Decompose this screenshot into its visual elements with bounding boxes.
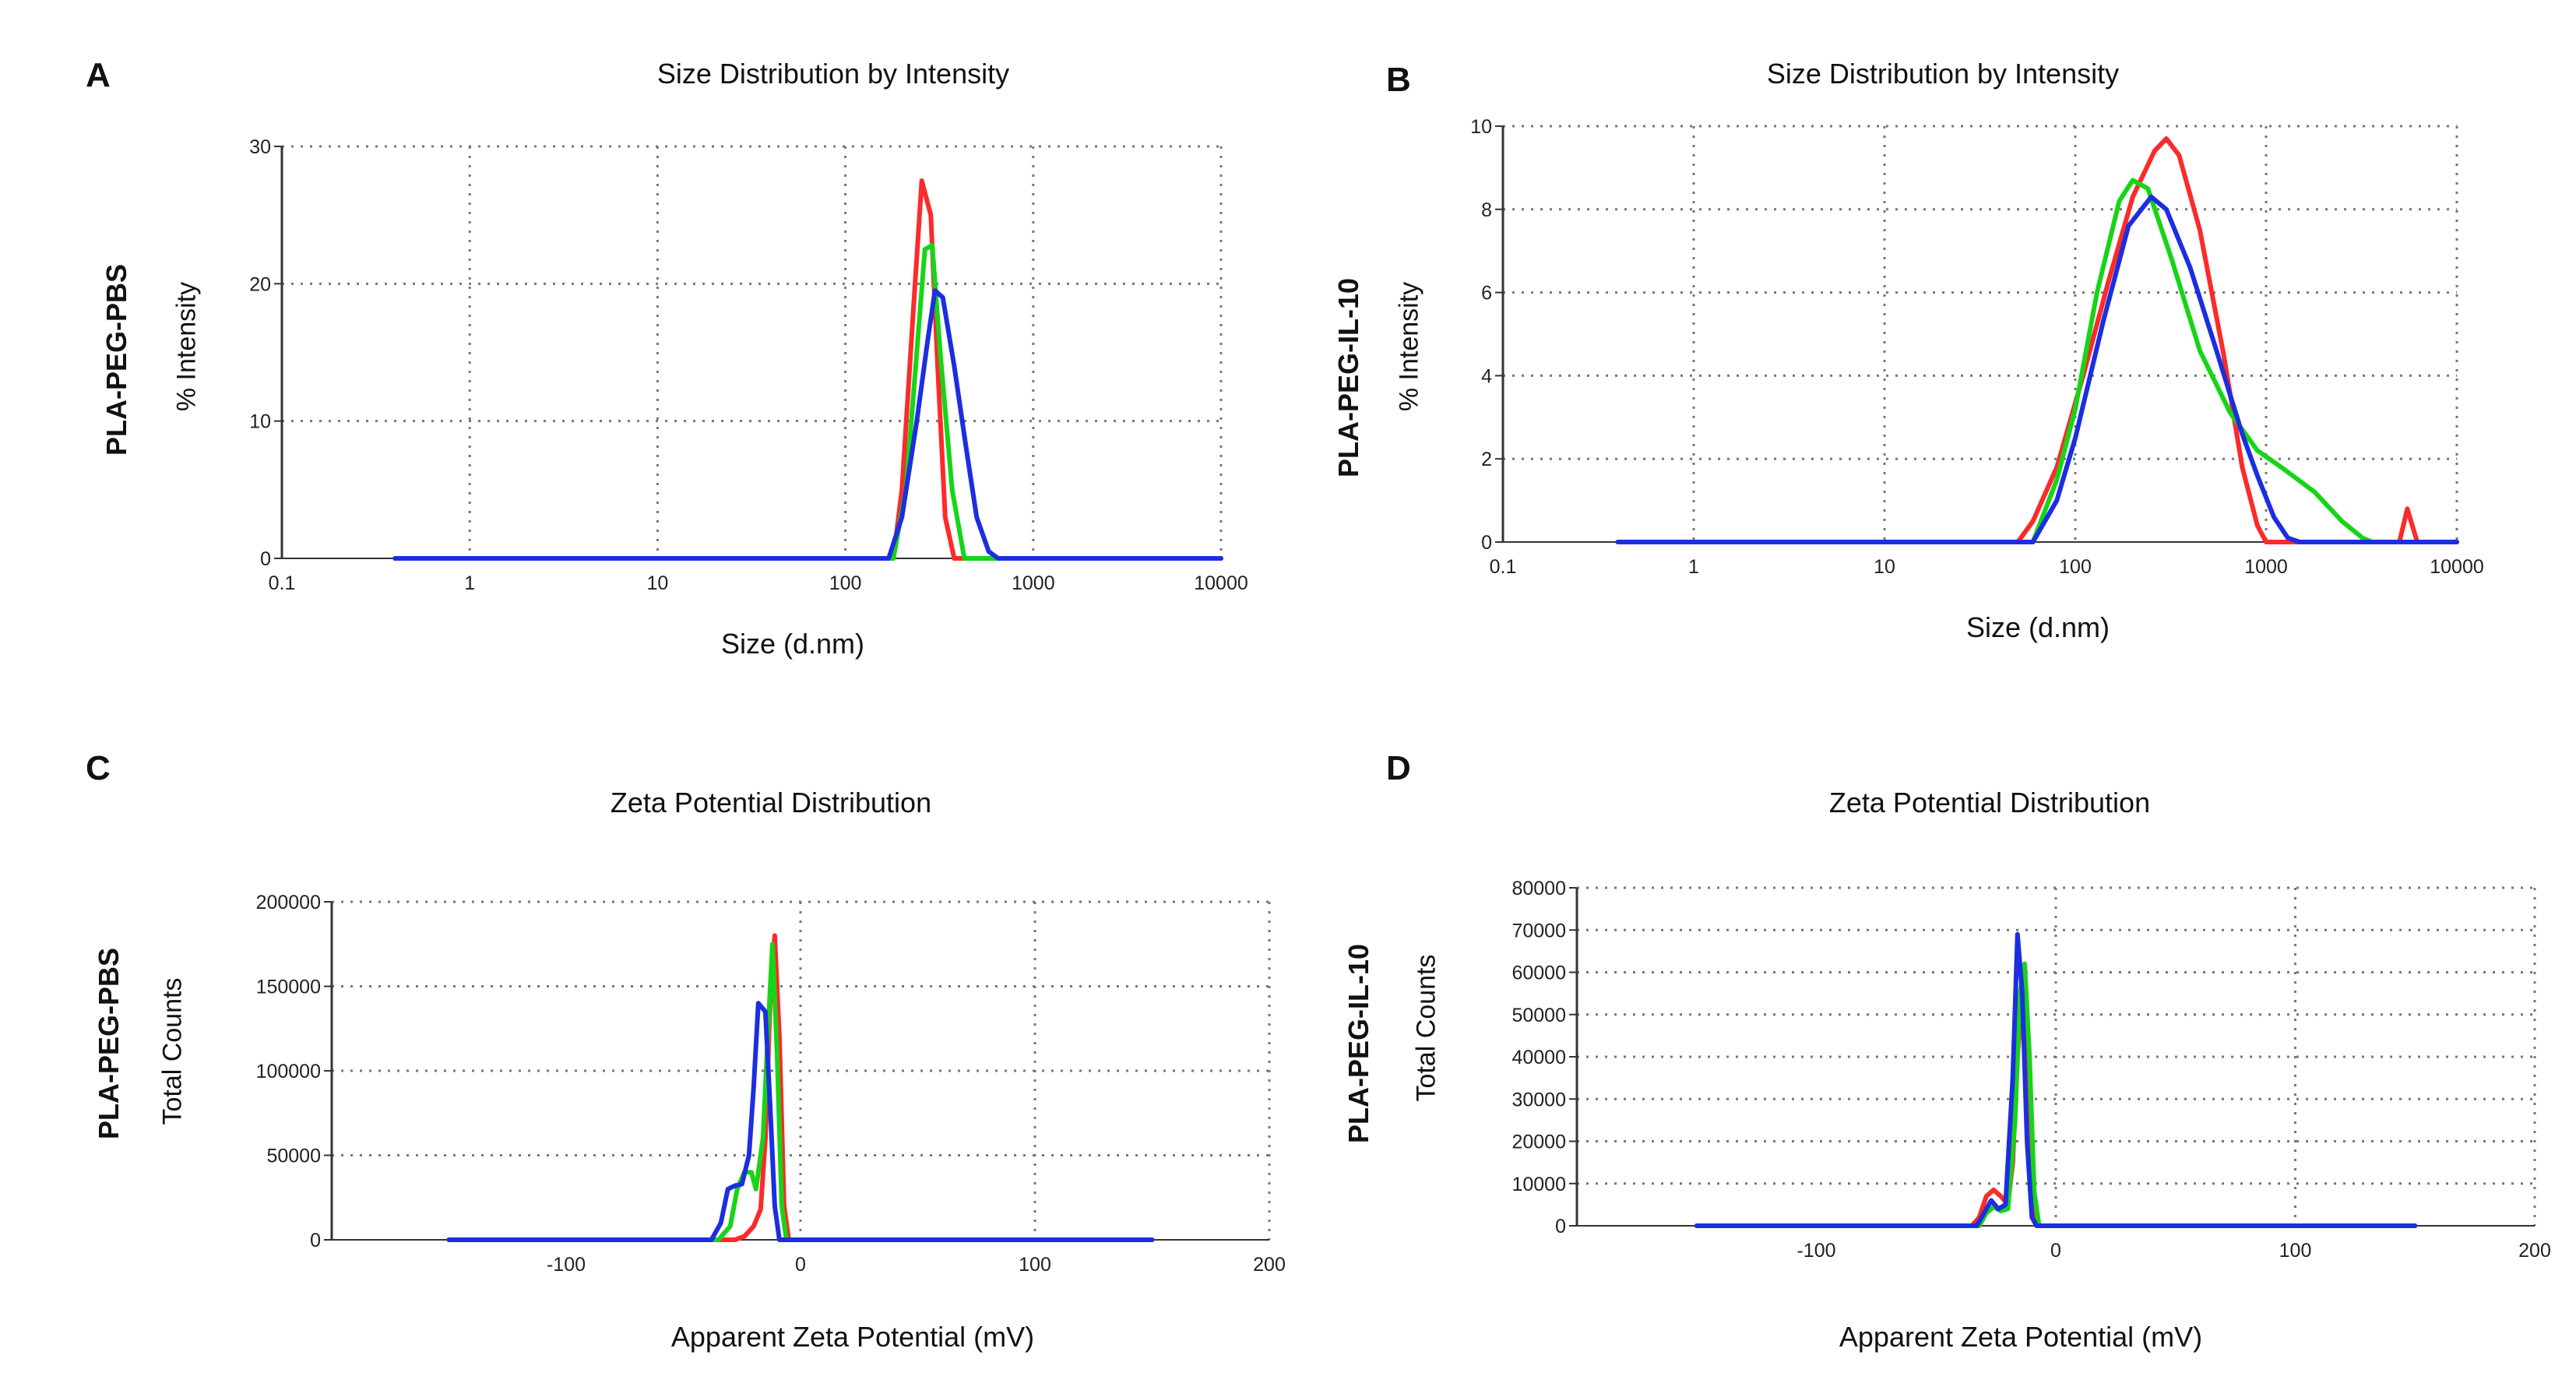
y-tick-label: 0 bbox=[1555, 1216, 1566, 1237]
x-axis-label: Size (d.nm) bbox=[720, 628, 865, 660]
panel-letter: B bbox=[1386, 61, 1411, 99]
y-tick-label: 70000 bbox=[1511, 920, 1566, 942]
x-tick-label: 10000 bbox=[1194, 572, 1248, 594]
y-tick-label: 50000 bbox=[1511, 1005, 1566, 1026]
y-tick-label: 100000 bbox=[256, 1061, 321, 1082]
series-line-2 bbox=[392, 243, 1223, 561]
x-tick-label: 10 bbox=[1874, 556, 1895, 578]
series-line-3 bbox=[446, 1001, 1155, 1242]
panel-letter: C bbox=[86, 749, 111, 787]
series-line-2 bbox=[446, 942, 1155, 1242]
x-tick-label: 100 bbox=[2279, 1240, 2312, 1262]
y-tick-label: 0 bbox=[310, 1230, 321, 1251]
y-tick-label: 20 bbox=[249, 273, 271, 295]
x-tick-label: 100 bbox=[1019, 1254, 1051, 1276]
y-tick-label: 30 bbox=[249, 136, 271, 158]
y-tick-label: 150000 bbox=[256, 977, 321, 998]
x-tick-label: -100 bbox=[547, 1254, 586, 1276]
x-axis-label: Apparent Zeta Potential (mV) bbox=[1839, 1321, 2203, 1353]
chart-title: Zeta Potential Distribution bbox=[1828, 787, 2151, 818]
x-tick-label: 200 bbox=[1253, 1254, 1286, 1276]
series-line-3 bbox=[1615, 194, 2459, 544]
y-tick-label: 2 bbox=[1481, 449, 1492, 470]
x-tick-label: 10 bbox=[646, 572, 668, 594]
x-tick-label: 1 bbox=[1688, 556, 1699, 578]
chart-title: Zeta Potential Distribution bbox=[610, 787, 932, 818]
series-line-3 bbox=[1694, 931, 2418, 1228]
x-tick-label: 200 bbox=[2518, 1240, 2551, 1262]
y-tick-label: 4 bbox=[1481, 365, 1492, 387]
x-tick-label: 1 bbox=[464, 572, 475, 594]
y-tick-label: 10 bbox=[1470, 116, 1492, 138]
y-tick-label: 20000 bbox=[1511, 1132, 1566, 1153]
y-tick-label: 200000 bbox=[256, 892, 321, 913]
x-tick-label: 0 bbox=[2050, 1240, 2061, 1262]
x-tick-label: 0.1 bbox=[1490, 556, 1517, 578]
x-axis-label: Size (d.nm) bbox=[1965, 611, 2110, 643]
x-axis-label: Apparent Zeta Potential (mV) bbox=[670, 1321, 1035, 1353]
series-line-1 bbox=[1615, 136, 2459, 544]
y-tick-label: 80000 bbox=[1511, 878, 1566, 899]
series-line-1 bbox=[446, 933, 1155, 1242]
chart-title: Size Distribution by Intensity bbox=[656, 58, 1010, 90]
x-tick-label: 100 bbox=[829, 572, 862, 594]
panel-letter: A bbox=[86, 56, 111, 94]
y-tick-label: 0 bbox=[1481, 532, 1492, 554]
y-tick-label: 60000 bbox=[1511, 963, 1566, 984]
y-tick-label: 30000 bbox=[1511, 1089, 1566, 1111]
series-line-1 bbox=[392, 178, 1223, 561]
y-tick-label: 50000 bbox=[266, 1146, 321, 1167]
series-line-3 bbox=[392, 288, 1223, 561]
panel-letter: D bbox=[1386, 749, 1411, 787]
x-tick-label: 10000 bbox=[2430, 556, 2484, 578]
x-tick-label: 100 bbox=[2059, 556, 2092, 578]
x-tick-label: 1000 bbox=[2244, 556, 2288, 578]
y-tick-label: 8 bbox=[1481, 199, 1492, 221]
x-tick-label: -100 bbox=[1797, 1240, 1835, 1262]
x-tick-label: 1000 bbox=[1012, 572, 1055, 594]
x-tick-label: 0 bbox=[795, 1254, 806, 1276]
y-tick-label: 6 bbox=[1481, 283, 1492, 304]
y-tick-label: 40000 bbox=[1511, 1047, 1566, 1068]
series-line-2 bbox=[1615, 178, 2459, 544]
y-tick-label: 0 bbox=[260, 548, 271, 570]
x-tick-label: 0.1 bbox=[269, 572, 296, 594]
y-tick-label: 10 bbox=[249, 411, 271, 433]
y-tick-label: 10000 bbox=[1511, 1174, 1566, 1195]
chart-title: Size Distribution by Intensity bbox=[1766, 58, 2120, 90]
